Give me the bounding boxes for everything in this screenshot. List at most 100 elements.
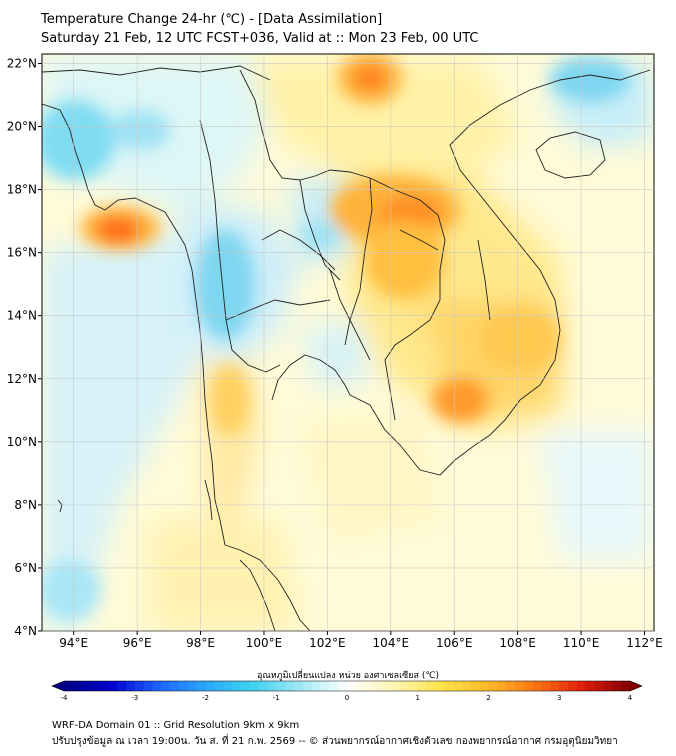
lon-label: 96°E bbox=[123, 636, 152, 650]
colorbar-tick-label: 2 bbox=[486, 694, 490, 702]
colorbar-segment bbox=[320, 681, 330, 691]
colorbar-segment bbox=[72, 681, 83, 691]
colorbar-segment bbox=[461, 681, 472, 691]
colorbar-segment bbox=[214, 681, 224, 691]
lat-label: 14°N bbox=[7, 309, 37, 323]
colorbar-tick-label: -3 bbox=[131, 694, 138, 702]
colorbar-segment bbox=[532, 681, 543, 691]
lon-label: 102°E bbox=[309, 636, 346, 650]
lon-label: 98°E bbox=[186, 636, 215, 650]
colorbar-segment bbox=[568, 681, 578, 691]
colorbar-segment bbox=[143, 681, 153, 691]
lon-label: 110°E bbox=[563, 636, 600, 650]
title-line-2: Saturday 21 Feb, 12 UTC FCST+036, Valid … bbox=[41, 31, 479, 46]
colorbar-segment bbox=[594, 681, 604, 691]
colorbar-tick-label: -2 bbox=[202, 694, 209, 702]
lat-label: 20°N bbox=[7, 120, 37, 134]
colorbar-segment bbox=[373, 681, 383, 691]
colorbar-segment bbox=[391, 681, 401, 691]
colorbar bbox=[51, 680, 643, 692]
colorbar-tick-label: -4 bbox=[61, 694, 69, 702]
lon-label: 108°E bbox=[499, 636, 536, 650]
lon-label: 106°E bbox=[436, 636, 473, 650]
colorbar-segment bbox=[479, 681, 489, 691]
colorbar-max-arrow bbox=[630, 681, 642, 691]
lon-label: 100°E bbox=[246, 636, 283, 650]
colorbar-outline bbox=[51, 680, 643, 692]
lat-label: 10°N bbox=[7, 435, 37, 449]
colorbar-segment bbox=[515, 681, 525, 691]
colorbar-segment bbox=[196, 681, 206, 691]
colorbar-segment bbox=[90, 681, 100, 691]
temperature-field bbox=[42, 54, 654, 631]
colorbar-tick-label: -1 bbox=[273, 694, 280, 702]
colorbar-segment bbox=[311, 681, 321, 691]
colorbar-segment bbox=[205, 681, 215, 691]
colorbar-segment bbox=[117, 681, 127, 691]
colorbar-segment bbox=[108, 681, 118, 691]
chart-title: Temperature Change 24-hr (℃) - [Data Ass… bbox=[41, 10, 478, 48]
lat-label: 6°N bbox=[14, 561, 37, 575]
lon-label: 112°E bbox=[626, 636, 663, 650]
colorbar-segment bbox=[453, 681, 463, 691]
colorbar-segment bbox=[523, 681, 534, 691]
colorbar-segment bbox=[249, 681, 260, 691]
colorbar-segment bbox=[559, 681, 569, 691]
lat-label: 12°N bbox=[7, 372, 37, 386]
footer-model-info: WRF-DA Domain 01 :: Grid Resolution 9km … bbox=[52, 720, 300, 731]
colorbar-tick-label: 0 bbox=[345, 694, 349, 702]
colorbar-min-arrow bbox=[52, 681, 64, 691]
colorbar-tick-label: 3 bbox=[557, 694, 561, 702]
colorbar-segment bbox=[81, 681, 92, 691]
colorbar-segment bbox=[417, 681, 428, 691]
colorbar-segment bbox=[497, 681, 507, 691]
colorbar-segment bbox=[152, 681, 162, 691]
colorbar-segment bbox=[178, 681, 189, 691]
colorbar-segment bbox=[240, 681, 251, 691]
colorbar-segment bbox=[347, 681, 357, 691]
colorbar-segment bbox=[302, 681, 313, 691]
colorbar-segment bbox=[64, 681, 74, 691]
colorbar-segment bbox=[621, 681, 631, 691]
axis-labels: 22°N 20°N 18°N 16°N 14°N 12°N 10°N 8°N 6°N 4°N 94°… bbox=[7, 56, 663, 650]
coastline-borders bbox=[42, 65, 651, 631]
colorbar-segment bbox=[99, 681, 109, 691]
colorbar-segment bbox=[258, 681, 268, 691]
colorbar-segment bbox=[435, 681, 445, 691]
colorbar-segment bbox=[187, 681, 198, 691]
colorbar-segment bbox=[364, 681, 375, 691]
colorbar-segment bbox=[541, 681, 551, 691]
colorbar-segment bbox=[267, 681, 277, 691]
colorbar-tick-label: 4 bbox=[628, 694, 633, 702]
colorbar-segment bbox=[382, 681, 392, 691]
colorbar-ticks: -4 -3 -2 -1 0 1 2 3 4 bbox=[61, 694, 633, 702]
colorbar-segment bbox=[134, 681, 145, 691]
colorbar-segment bbox=[338, 681, 348, 691]
colorbar-segment bbox=[576, 681, 587, 691]
title-line-1: Temperature Change 24-hr (℃) - [Data Ass… bbox=[41, 12, 383, 27]
colorbar-segment bbox=[585, 681, 596, 691]
colorbar-segment bbox=[488, 681, 498, 691]
lon-label: 104°E bbox=[373, 636, 410, 650]
colorbar-segment bbox=[232, 681, 242, 691]
colorbar-segment bbox=[125, 681, 136, 691]
colorbar-segment bbox=[550, 681, 560, 691]
footer-credits: ปรับปรุงข้อมูล ณ เวลา 19:00น. วัน ส. ที่… bbox=[52, 736, 618, 747]
colorbar-label: อุณหภูมิเปลี่ยนแปลง หน่วย องศาเซลเซียส (… bbox=[257, 668, 439, 681]
lat-label: 22°N bbox=[7, 56, 37, 70]
colorbar-segment bbox=[400, 681, 410, 691]
colorbar-segment bbox=[470, 681, 481, 691]
lat-label: 18°N bbox=[7, 183, 37, 197]
colorbar-segment bbox=[603, 681, 613, 691]
colorbar-segment bbox=[329, 681, 339, 691]
colorbar-segment bbox=[355, 681, 366, 691]
colorbar-segment bbox=[285, 681, 295, 691]
colorbar-segment bbox=[161, 681, 171, 691]
colorbar-segment bbox=[170, 681, 180, 691]
colorbar-segment bbox=[506, 681, 516, 691]
lat-label: 16°N bbox=[7, 246, 37, 260]
graticule bbox=[38, 54, 654, 635]
colorbar-segment bbox=[223, 681, 233, 691]
colorbar-segment bbox=[276, 681, 286, 691]
